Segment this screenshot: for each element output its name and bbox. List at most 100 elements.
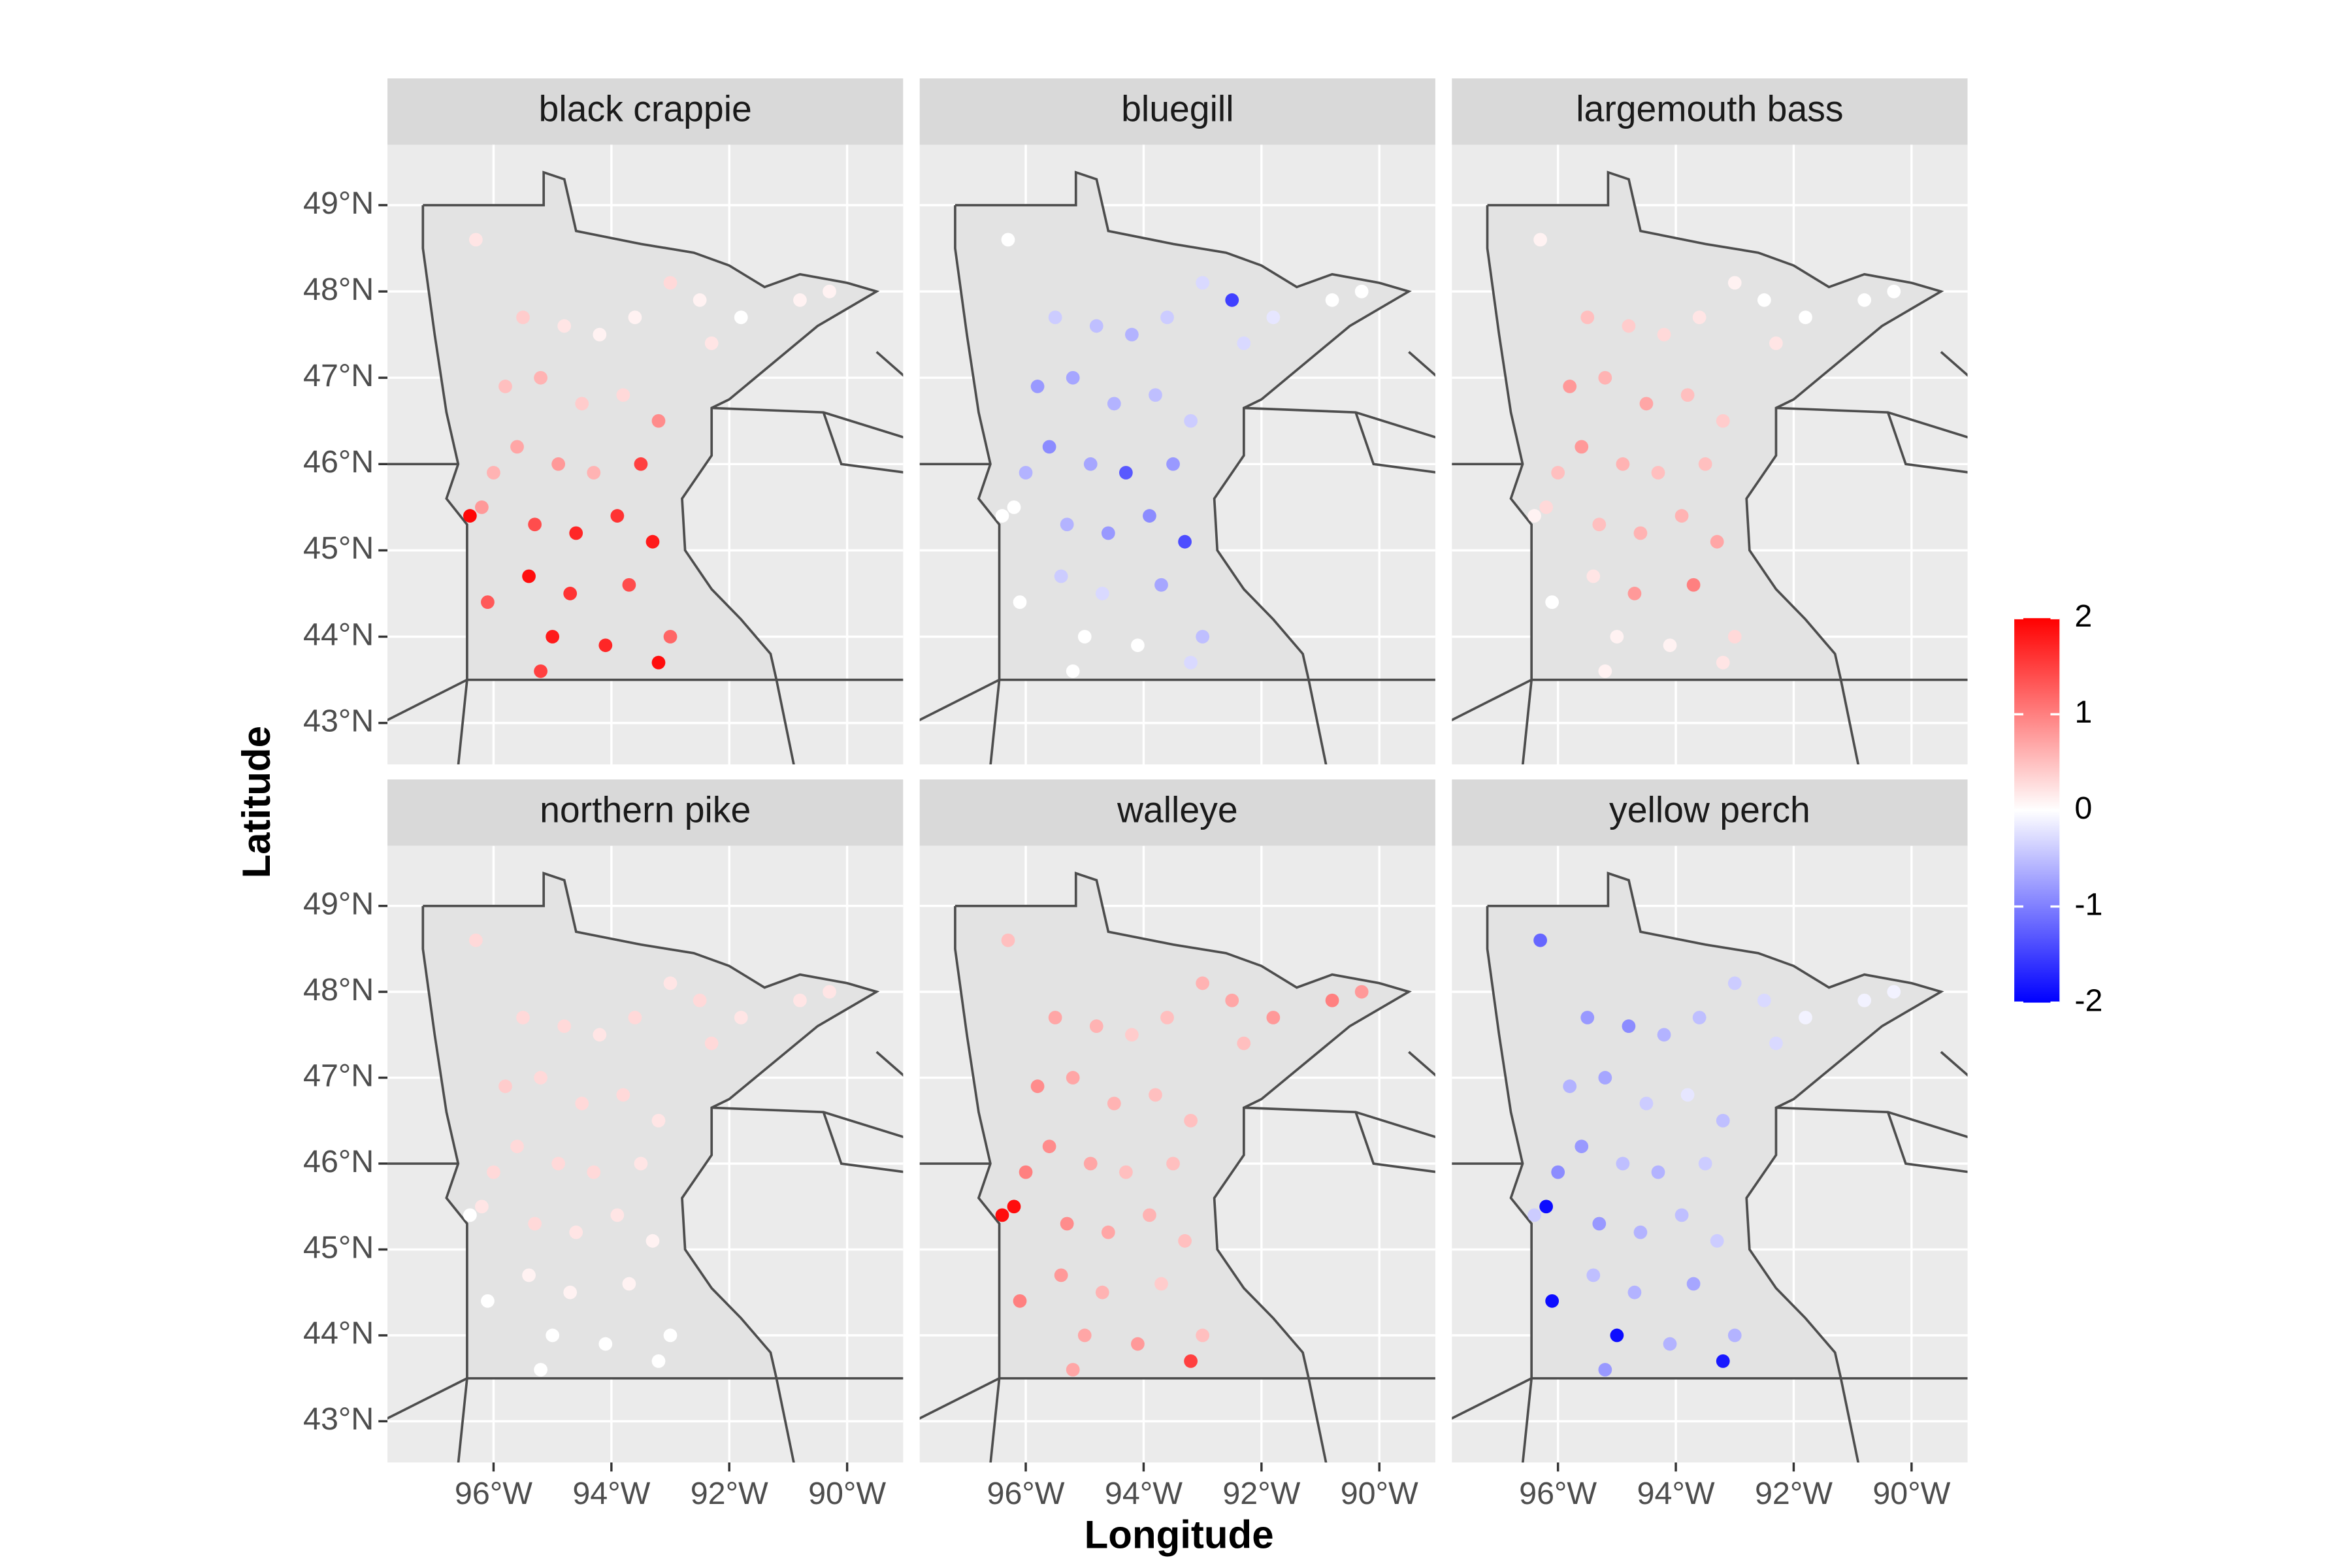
lake-point — [1610, 1328, 1624, 1343]
panel-title: largemouth bass — [1576, 88, 1843, 129]
x-tick-label: 94°W — [572, 1476, 650, 1511]
state-border — [457, 679, 468, 764]
y-tick-label: 49°N — [303, 886, 374, 921]
y-tick-label: 49°N — [303, 186, 374, 221]
state-border — [1886, 412, 1968, 474]
lake-point — [1663, 638, 1677, 653]
lake-point — [663, 630, 678, 644]
lake-point — [1580, 1011, 1595, 1024]
lake-point — [823, 985, 836, 999]
lake-point — [1586, 1268, 1601, 1282]
lake-point — [1698, 457, 1712, 471]
lake-point — [1586, 569, 1601, 583]
lake-point — [1019, 1165, 1033, 1179]
lake-point — [1710, 534, 1724, 549]
lake-point — [1598, 370, 1612, 385]
lake-point — [1580, 310, 1595, 325]
state-border — [875, 1051, 904, 1077]
lake-point — [546, 1328, 560, 1343]
lake-point — [1119, 466, 1133, 480]
lake-point — [693, 993, 707, 1007]
lake-point — [1639, 1096, 1654, 1111]
lake-point — [1545, 595, 1560, 610]
lake-point — [1757, 993, 1771, 1007]
panel-title: yellow perch — [1609, 789, 1810, 830]
panel — [387, 144, 904, 764]
lake-point — [663, 976, 678, 990]
lake-point — [1154, 1277, 1168, 1291]
lake-point — [663, 1328, 678, 1343]
colorbar-label: 1 — [2074, 694, 2092, 730]
lake-point — [1048, 310, 1062, 325]
lake-point — [468, 233, 483, 247]
lake-point — [1184, 655, 1198, 670]
panel — [919, 144, 1435, 764]
state-border — [1521, 1378, 1533, 1463]
lake-point — [1663, 1337, 1677, 1351]
y-tick-label: 43°N — [303, 1401, 374, 1437]
lake-point — [528, 1217, 542, 1231]
lake-point — [463, 509, 477, 523]
lake-point — [1184, 1113, 1198, 1128]
y-tick-label: 45°N — [303, 531, 374, 566]
panel — [1452, 144, 1968, 764]
lake-point — [1354, 985, 1369, 999]
lake-point — [1727, 630, 1742, 644]
lake-point — [1622, 319, 1636, 333]
lake-point — [1143, 1208, 1156, 1222]
lake-point — [1054, 1268, 1068, 1282]
lake-point — [575, 397, 589, 411]
lake-point — [563, 587, 578, 600]
state-border — [1839, 1378, 1860, 1463]
lake-point — [1107, 397, 1121, 411]
state-border — [1307, 1378, 1328, 1463]
lake-point — [1887, 985, 1901, 999]
lake-point — [534, 1363, 547, 1377]
panel-title: black crappie — [539, 88, 752, 129]
x-tick-label: 92°W — [691, 1476, 768, 1511]
lake-point — [1592, 1217, 1607, 1231]
lake-point — [1060, 1217, 1074, 1231]
colorbar-label: -2 — [2074, 983, 2102, 1018]
lake-point — [610, 509, 625, 523]
lake-point — [1622, 1019, 1636, 1034]
lake-point — [1019, 466, 1033, 480]
lake-point — [1196, 630, 1210, 644]
state-border — [989, 1378, 1001, 1463]
lake-point — [1225, 993, 1239, 1007]
x-tick-label: 90°W — [1341, 1476, 1418, 1511]
lake-point — [1166, 1156, 1180, 1171]
x-tick-label: 96°W — [1519, 1476, 1597, 1511]
lake-point — [1066, 1363, 1080, 1377]
lake-point — [1680, 388, 1695, 402]
lake-point — [1539, 1200, 1554, 1214]
state-fill — [1487, 873, 1941, 1379]
lake-point — [1698, 1156, 1712, 1171]
lake-point — [651, 1113, 666, 1128]
state-border — [387, 1377, 468, 1420]
lake-point — [510, 1139, 524, 1154]
x-tick-label: 96°W — [987, 1476, 1065, 1511]
lake-point — [693, 293, 707, 307]
lake-point — [481, 1294, 495, 1308]
y-tick-label: 44°N — [303, 1316, 374, 1351]
lake-point — [598, 638, 613, 653]
state-fill — [955, 172, 1409, 680]
state-border — [1940, 1051, 1968, 1077]
lake-point — [1101, 526, 1115, 540]
lake-point — [1066, 1071, 1080, 1085]
lake-point — [1727, 1328, 1742, 1343]
lake-point — [1686, 578, 1701, 592]
strip — [387, 779, 904, 846]
lake-point — [522, 569, 536, 583]
lake-point — [1013, 1294, 1027, 1308]
lake-point — [793, 993, 807, 1007]
y-tick-label: 48°N — [303, 972, 374, 1007]
lake-point — [1539, 500, 1554, 514]
lake-point — [1598, 1071, 1612, 1085]
state-border — [919, 1377, 1000, 1420]
lake-point — [569, 1225, 583, 1239]
lake-point — [1131, 1337, 1145, 1351]
lake-point — [995, 509, 1009, 523]
